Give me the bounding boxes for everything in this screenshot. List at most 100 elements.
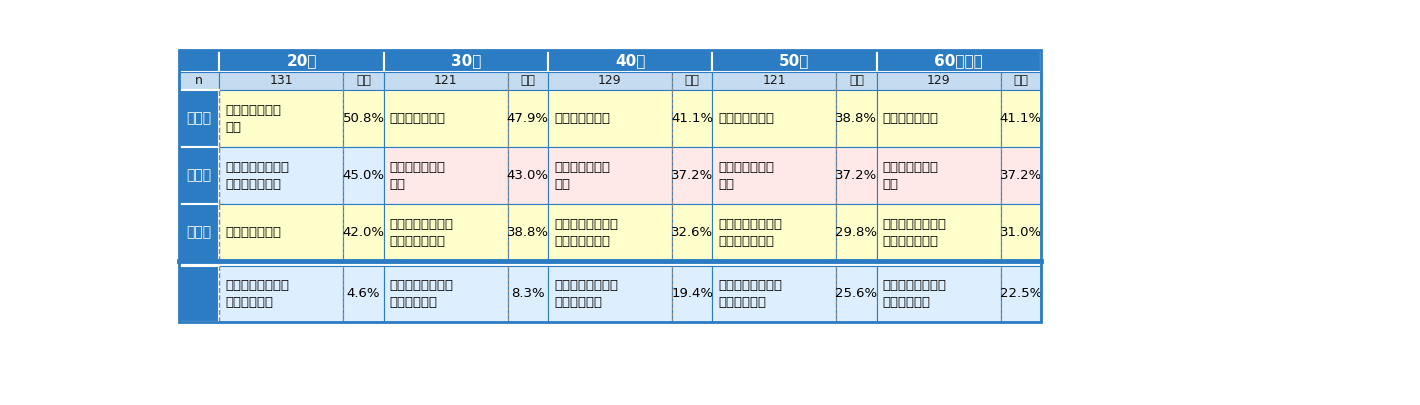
Bar: [836, 266, 876, 322]
Text: 自宅の再建費用: 自宅の再建費用: [883, 112, 939, 125]
Text: 割合: 割合: [356, 75, 371, 87]
Text: 40代: 40代: [615, 53, 645, 68]
Bar: [672, 204, 713, 261]
Text: 割合: 割合: [1014, 75, 1028, 87]
Text: 具体的に備えてい
るものはない: 具体的に備えてい るものはない: [554, 279, 618, 309]
Bar: [219, 204, 344, 261]
Text: 具体的に備えてい
るものはない: 具体的に備えてい るものはない: [883, 279, 947, 309]
Bar: [383, 204, 508, 261]
Text: 当面の生活再建
費用: 当面の生活再建 費用: [391, 161, 446, 191]
Text: 31.0%: 31.0%: [1000, 226, 1042, 239]
Bar: [219, 90, 344, 147]
Bar: [876, 147, 1001, 204]
Text: 具体的に備えてい
るものはない: 具体的に備えてい るものはない: [226, 279, 290, 309]
Text: 生活必需品・家財
の買い替え費用: 生活必需品・家財 の買い替え費用: [226, 161, 290, 191]
Bar: [383, 266, 508, 322]
Bar: [383, 72, 508, 90]
Bar: [1001, 147, 1041, 204]
Bar: [672, 147, 713, 204]
Bar: [1001, 204, 1041, 261]
Text: 割合: 割合: [684, 75, 700, 87]
Text: 50代: 50代: [780, 53, 809, 68]
Text: 42.0%: 42.0%: [342, 226, 385, 239]
Bar: [508, 266, 548, 322]
Text: 129: 129: [927, 75, 950, 87]
Text: 30代: 30代: [450, 53, 481, 68]
Text: 当面の生活再建
費用: 当面の生活再建 費用: [554, 161, 611, 191]
Bar: [713, 50, 876, 72]
Bar: [179, 50, 219, 72]
Text: 自宅の再建費用: 自宅の再建費用: [226, 226, 281, 239]
Text: 131: 131: [270, 75, 293, 87]
Bar: [179, 72, 219, 90]
Bar: [672, 266, 713, 322]
Text: 20代: 20代: [287, 53, 317, 68]
Bar: [383, 50, 548, 72]
Text: 38.8%: 38.8%: [507, 226, 548, 239]
Text: 37.2%: 37.2%: [672, 169, 713, 182]
Bar: [713, 147, 836, 204]
Text: 生活必需品・家財
の買い替え費用: 生活必需品・家財 の買い替え費用: [883, 217, 947, 247]
Bar: [876, 90, 1001, 147]
Bar: [1001, 72, 1041, 90]
Bar: [344, 72, 383, 90]
Bar: [876, 50, 1041, 72]
Bar: [836, 204, 876, 261]
Bar: [179, 50, 1041, 322]
Bar: [219, 50, 383, 72]
Bar: [713, 90, 836, 147]
Text: 45.0%: 45.0%: [342, 169, 385, 182]
Text: 22.5%: 22.5%: [1000, 287, 1042, 301]
Bar: [508, 204, 548, 261]
Bar: [179, 204, 219, 261]
Text: 生活必需品・家財
の買い替え費用: 生活必需品・家財 の買い替え費用: [554, 217, 618, 247]
Text: 37.2%: 37.2%: [835, 169, 878, 182]
Bar: [713, 266, 836, 322]
Bar: [672, 72, 713, 90]
Text: 41.1%: 41.1%: [1000, 112, 1042, 125]
Text: 第１位: 第１位: [186, 112, 212, 126]
Text: 121: 121: [763, 75, 787, 87]
Bar: [672, 90, 713, 147]
Text: 当面の生活再建
費用: 当面の生活再建 費用: [719, 161, 774, 191]
Text: 第３位: 第３位: [186, 226, 212, 240]
Text: 当面の生活再建
費用: 当面の生活再建 費用: [883, 161, 939, 191]
Bar: [836, 72, 876, 90]
Bar: [508, 147, 548, 204]
Bar: [548, 90, 672, 147]
Text: 割合: 割合: [849, 75, 863, 87]
Text: 具体的に備えてい
るものはない: 具体的に備えてい るものはない: [391, 279, 454, 309]
Bar: [344, 90, 383, 147]
Text: 41.1%: 41.1%: [672, 112, 713, 125]
Bar: [836, 147, 876, 204]
Text: 32.6%: 32.6%: [672, 226, 713, 239]
Text: 生活必需品・家財
の買い替え費用: 生活必需品・家財 の買い替え費用: [719, 217, 782, 247]
Bar: [179, 147, 219, 204]
Text: 50.8%: 50.8%: [342, 112, 385, 125]
Bar: [219, 72, 344, 90]
Text: 29.8%: 29.8%: [835, 226, 878, 239]
Text: 121: 121: [435, 75, 457, 87]
Bar: [548, 50, 713, 72]
Text: 43.0%: 43.0%: [507, 169, 548, 182]
Bar: [836, 90, 876, 147]
Text: n: n: [196, 75, 203, 87]
Bar: [876, 72, 1001, 90]
Text: 19.4%: 19.4%: [672, 287, 713, 301]
Bar: [219, 147, 344, 204]
Bar: [876, 266, 1001, 322]
Bar: [548, 72, 672, 90]
Bar: [548, 147, 672, 204]
Text: 生活必需品・家財
の買い替え費用: 生活必需品・家財 の買い替え費用: [391, 217, 454, 247]
Text: 4.6%: 4.6%: [346, 287, 381, 301]
Bar: [508, 72, 548, 90]
Text: 47.9%: 47.9%: [507, 112, 548, 125]
Bar: [383, 147, 508, 204]
Text: 具体的に備えてい
るものはない: 具体的に備えてい るものはない: [719, 279, 782, 309]
Text: 37.2%: 37.2%: [1000, 169, 1042, 182]
Bar: [383, 90, 508, 147]
Bar: [219, 266, 344, 322]
Bar: [344, 204, 383, 261]
Text: 第２位: 第２位: [186, 168, 212, 183]
Bar: [548, 266, 672, 322]
